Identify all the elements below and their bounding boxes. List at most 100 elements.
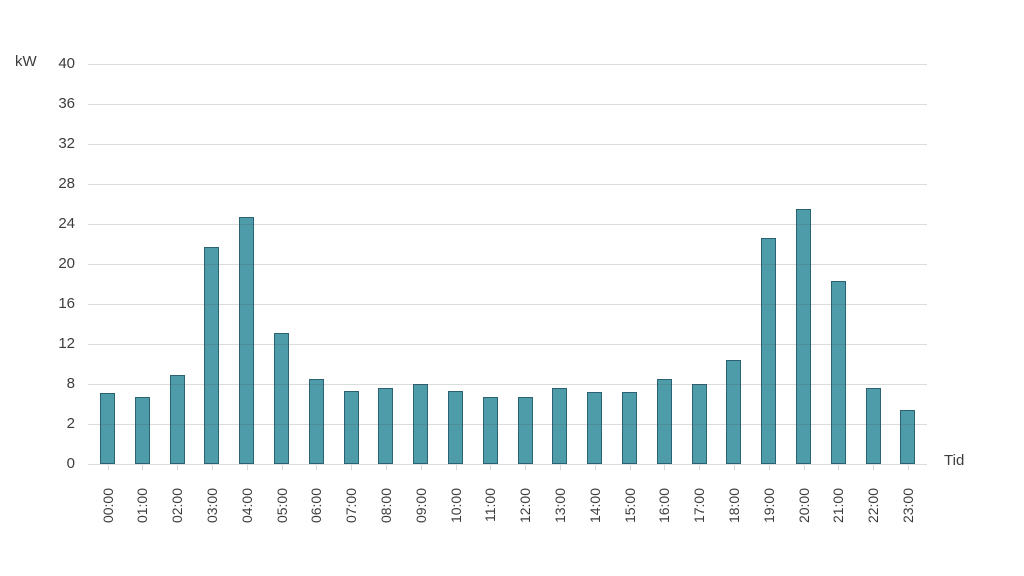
- x-tick-label-text: 15:00: [621, 488, 638, 524]
- bar-08:00: [378, 388, 394, 464]
- gridline-12: [88, 344, 927, 345]
- x-tick: [316, 465, 318, 470]
- x-tick-label-text: 07:00: [343, 488, 360, 524]
- x-tick: [629, 465, 631, 470]
- x-tick: [351, 465, 353, 470]
- gridline-16: [88, 304, 927, 305]
- x-tick-label-text: 08:00: [377, 488, 394, 524]
- x-tick-label-text: 11:00: [482, 488, 499, 522]
- gridline-20: [88, 264, 927, 265]
- x-tick-label-text: 21:00: [830, 488, 847, 524]
- bar-21:00: [830, 281, 846, 464]
- x-tick-label-text: 04:00: [238, 488, 255, 524]
- y-tick-label: 40: [58, 55, 75, 72]
- gridline-24: [88, 224, 927, 225]
- x-tick-label-text: 14:00: [586, 488, 603, 524]
- x-tick: [699, 465, 701, 470]
- bar-00:00: [100, 393, 115, 464]
- x-tick-label-15:00: 15:00: [621, 488, 639, 540]
- bar-14:00: [587, 392, 603, 464]
- x-tick: [142, 465, 144, 470]
- x-tick-label-text: 00:00: [99, 488, 116, 524]
- y-tick-label: 28: [58, 175, 75, 192]
- bar-20:00: [796, 209, 811, 464]
- x-tick-label-03:00: 03:00: [203, 488, 221, 540]
- y-tick-label: 12: [58, 335, 75, 352]
- bar-02:00: [169, 375, 185, 464]
- bar-10:00: [448, 391, 463, 464]
- x-tick-label-text: 19:00: [760, 488, 777, 524]
- x-tick-label-text: 10:00: [447, 488, 464, 524]
- x-tick-label-text: 01:00: [134, 488, 151, 524]
- x-tick: [281, 465, 283, 470]
- x-tick: [455, 465, 457, 470]
- bar-12:00: [517, 397, 533, 464]
- x-tick: [246, 465, 248, 470]
- x-tick-label-20:00: 20:00: [795, 488, 813, 540]
- x-tick-label-text: 03:00: [203, 488, 220, 524]
- x-tick-label-21:00: 21:00: [829, 488, 847, 540]
- gridline-8: [88, 384, 927, 385]
- x-tick: [559, 465, 561, 470]
- x-tick-label-text: 02:00: [169, 488, 186, 524]
- x-tick-label-text: 09:00: [412, 488, 429, 524]
- x-tick-label-text: 16:00: [656, 488, 673, 524]
- bar-03:00: [204, 247, 220, 464]
- x-tick: [838, 465, 840, 470]
- x-tick-label-text: 22:00: [865, 488, 882, 524]
- x-tick: [385, 465, 387, 470]
- bar-23:00: [900, 410, 916, 464]
- x-tick-label-11:00: 11:00: [481, 488, 499, 540]
- x-tick-label-22:00: 22:00: [864, 488, 882, 540]
- y-tick-label: 36: [58, 95, 75, 112]
- bar-06:00: [308, 379, 324, 464]
- x-tick-label-13:00: 13:00: [551, 488, 569, 540]
- y-tick-label: 20: [58, 255, 75, 272]
- x-tick-label-text: 13:00: [551, 488, 568, 524]
- y-tick-label: 16: [58, 295, 75, 312]
- x-tick: [107, 465, 109, 470]
- x-tick-label-text: 18:00: [725, 488, 742, 524]
- y-axis-unit-label: kW: [15, 53, 37, 70]
- x-tick-label-19:00: 19:00: [760, 488, 778, 540]
- bar-17:00: [691, 384, 707, 464]
- x-tick-label-text: 06:00: [308, 488, 325, 524]
- gridline-0: [88, 464, 927, 465]
- bar-01:00: [134, 397, 150, 464]
- bar-05:00: [274, 333, 289, 464]
- x-tick-label-01:00: 01:00: [133, 488, 151, 540]
- gridline-40: [88, 64, 927, 65]
- x-tick-label-09:00: 09:00: [412, 488, 430, 540]
- x-tick-label-text: 23:00: [899, 488, 916, 524]
- bar-18:00: [726, 360, 742, 464]
- bar-19:00: [761, 238, 777, 464]
- x-tick-label-18:00: 18:00: [725, 488, 743, 540]
- x-tick: [803, 465, 805, 470]
- x-tick-label-12:00: 12:00: [516, 488, 534, 540]
- x-tick-label-17:00: 17:00: [690, 488, 708, 540]
- x-tick: [525, 465, 527, 470]
- y-tick-label: 0: [66, 455, 75, 472]
- bar-04:00: [239, 217, 255, 464]
- x-tick-label-text: 20:00: [795, 488, 812, 524]
- x-tick-label-23:00: 23:00: [899, 488, 917, 540]
- x-tick: [177, 465, 179, 470]
- y-tick-label: 24: [58, 215, 75, 232]
- bar-07:00: [343, 391, 359, 464]
- x-tick: [664, 465, 666, 470]
- gridline-28: [88, 184, 927, 185]
- y-tick-label: 2: [66, 415, 75, 432]
- bar-13:00: [552, 388, 568, 464]
- y-tick-label: 8: [66, 375, 75, 392]
- x-tick: [733, 465, 735, 470]
- x-tick-label-04:00: 04:00: [238, 488, 256, 540]
- gridline-36: [88, 104, 927, 105]
- x-tick: [907, 465, 909, 470]
- y-tick-label: 32: [58, 135, 75, 152]
- x-tick-label-14:00: 14:00: [586, 488, 604, 540]
- x-tick-label-16:00: 16:00: [655, 488, 673, 540]
- x-tick-label-05:00: 05:00: [273, 488, 291, 540]
- x-tick-label-07:00: 07:00: [342, 488, 360, 540]
- x-tick: [768, 465, 770, 470]
